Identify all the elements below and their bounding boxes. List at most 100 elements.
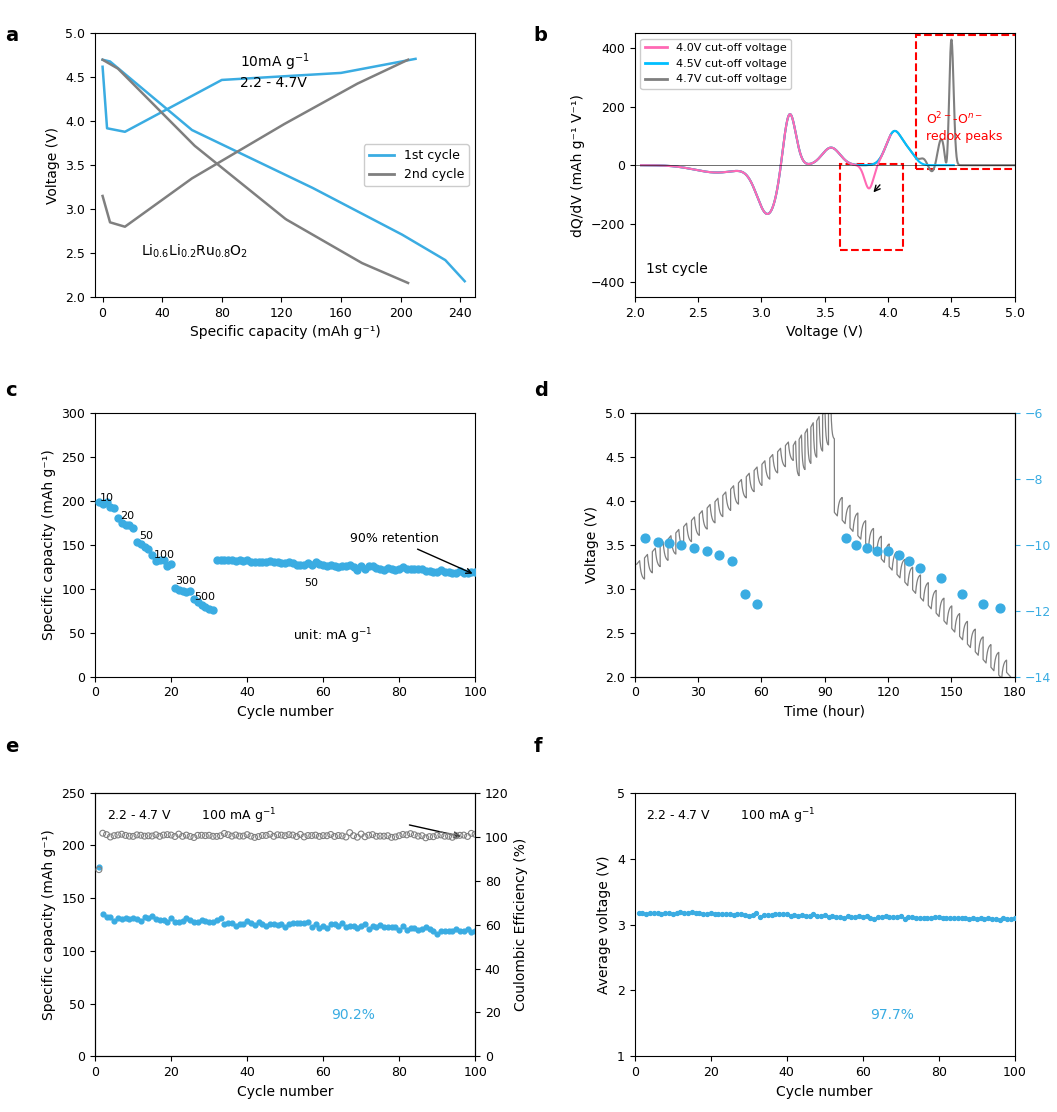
Point <box>193 911 210 929</box>
Point <box>972 910 989 927</box>
Point <box>839 907 856 925</box>
Point <box>459 921 476 939</box>
Point <box>106 499 123 517</box>
Point <box>220 914 237 932</box>
Point <box>675 904 692 922</box>
Point <box>702 904 719 922</box>
X-axis label: Cycle number: Cycle number <box>237 1084 333 1099</box>
Point <box>444 564 461 582</box>
Point <box>261 553 278 570</box>
Point <box>197 912 214 930</box>
Point <box>398 560 415 578</box>
Point <box>170 825 187 843</box>
Point <box>448 564 465 582</box>
Point <box>182 827 199 845</box>
Point <box>113 910 130 927</box>
Point <box>945 909 962 926</box>
Point <box>235 827 252 845</box>
Point <box>289 914 305 932</box>
Text: 90.2%: 90.2% <box>331 1009 374 1023</box>
Point <box>254 553 271 570</box>
Point <box>345 826 361 844</box>
4.0V cut-off voltage <box>851 159 864 172</box>
Point <box>379 827 396 845</box>
Point <box>227 917 244 935</box>
Point <box>759 906 776 924</box>
Point <box>713 905 730 923</box>
Point <box>337 919 354 936</box>
4.7V cut-off voltage <box>929 157 942 170</box>
4.0V cut-off voltage <box>687 162 700 176</box>
Line: 4.5V cut-off voltage: 4.5V cut-off voltage <box>641 115 953 214</box>
Point <box>847 909 864 926</box>
Point <box>949 910 966 927</box>
Point <box>687 904 704 922</box>
Point <box>349 562 366 579</box>
Point <box>296 556 313 574</box>
Point <box>129 826 146 844</box>
Point <box>375 560 392 578</box>
Point <box>254 915 271 933</box>
Point <box>364 557 381 575</box>
Point <box>284 555 301 573</box>
Point <box>880 909 897 926</box>
Point <box>413 560 430 578</box>
Point <box>402 825 419 843</box>
Point <box>889 909 906 926</box>
Point <box>341 556 358 574</box>
Point <box>809 907 826 925</box>
Text: 97.7%: 97.7% <box>870 1009 914 1023</box>
Point <box>208 912 225 930</box>
Point <box>661 904 678 922</box>
Text: 2.2 - 4.7 V        100 mA g$^{-1}$: 2.2 - 4.7 V 100 mA g$^{-1}$ <box>107 806 276 825</box>
Point <box>456 922 472 940</box>
Point <box>231 915 248 933</box>
Point <box>280 915 297 933</box>
Point <box>999 911 1016 929</box>
Point <box>801 907 818 925</box>
Point <box>706 905 723 923</box>
Point <box>421 921 438 939</box>
Point <box>110 910 127 927</box>
4.7V cut-off voltage <box>761 207 774 220</box>
Point <box>163 555 180 573</box>
4.7V cut-off voltage <box>806 156 819 169</box>
Point <box>848 536 865 554</box>
4.0V cut-off voltage <box>663 159 675 172</box>
Point <box>995 910 1012 927</box>
Point <box>372 915 389 933</box>
Point <box>315 556 332 574</box>
Point <box>418 563 434 580</box>
4.5V cut-off voltage <box>634 159 647 172</box>
Point <box>379 558 396 576</box>
Point <box>101 909 118 926</box>
Point <box>391 922 408 940</box>
4.0V cut-off voltage <box>884 129 896 142</box>
Point <box>292 914 309 932</box>
Point <box>341 917 358 935</box>
Point <box>120 516 137 534</box>
Point <box>322 915 339 933</box>
Point <box>349 920 366 937</box>
Point <box>980 910 997 927</box>
Point <box>413 827 430 845</box>
Point <box>885 909 902 926</box>
Point <box>782 907 799 925</box>
Point <box>360 557 377 575</box>
Point <box>330 558 347 576</box>
Point <box>942 910 959 927</box>
Point <box>277 555 294 573</box>
Point <box>98 826 115 844</box>
Point <box>106 912 123 930</box>
Point <box>117 910 134 927</box>
Point <box>820 907 837 925</box>
Point <box>672 536 689 554</box>
Point <box>642 904 659 922</box>
Point <box>265 915 282 933</box>
Point <box>337 557 354 575</box>
Point <box>932 569 949 587</box>
Point <box>456 826 472 844</box>
Point <box>372 560 389 578</box>
Point <box>292 825 309 843</box>
Point <box>303 556 320 574</box>
